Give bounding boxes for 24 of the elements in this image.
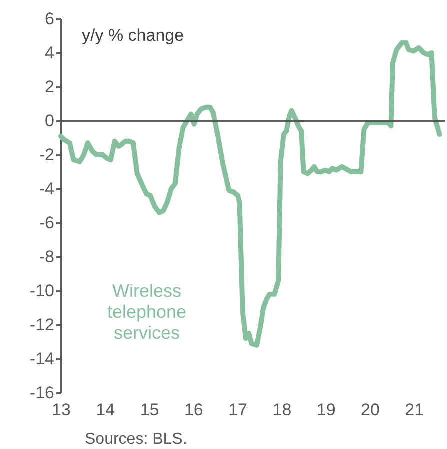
x-tick-label: 18 — [272, 400, 292, 420]
y-tick-label: -4 — [39, 180, 54, 198]
y-tick-label: -10 — [30, 282, 54, 300]
y-tick-label: -14 — [30, 350, 54, 368]
text: Wireless telephone services — [107, 281, 187, 343]
x-tick-label: 15 — [140, 400, 160, 420]
x-tick-label: 20 — [361, 400, 380, 420]
y-tick-label: -6 — [39, 214, 54, 232]
y-tick-label: 4 — [45, 44, 54, 62]
y-axis-title: y/y % change — [82, 26, 184, 45]
y-tick-label: -16 — [30, 384, 54, 402]
x-tick-label: 19 — [316, 400, 336, 420]
y-tick-label: 2 — [45, 78, 54, 96]
y-tick-label: -2 — [39, 146, 54, 164]
y-tick-label: 6 — [45, 10, 54, 28]
x-tick-label: 13 — [52, 400, 71, 420]
y-tick-label: 0 — [45, 112, 54, 130]
x-tick-label: 16 — [184, 400, 204, 420]
x-tick-label: 14 — [96, 400, 116, 420]
source-note: Sources: BLS. — [85, 431, 188, 448]
y-tick-label: -8 — [39, 248, 54, 266]
x-tick-label: 21 — [405, 400, 424, 420]
x-tick-label: 17 — [228, 400, 248, 420]
y-tick-label: -12 — [30, 316, 54, 334]
